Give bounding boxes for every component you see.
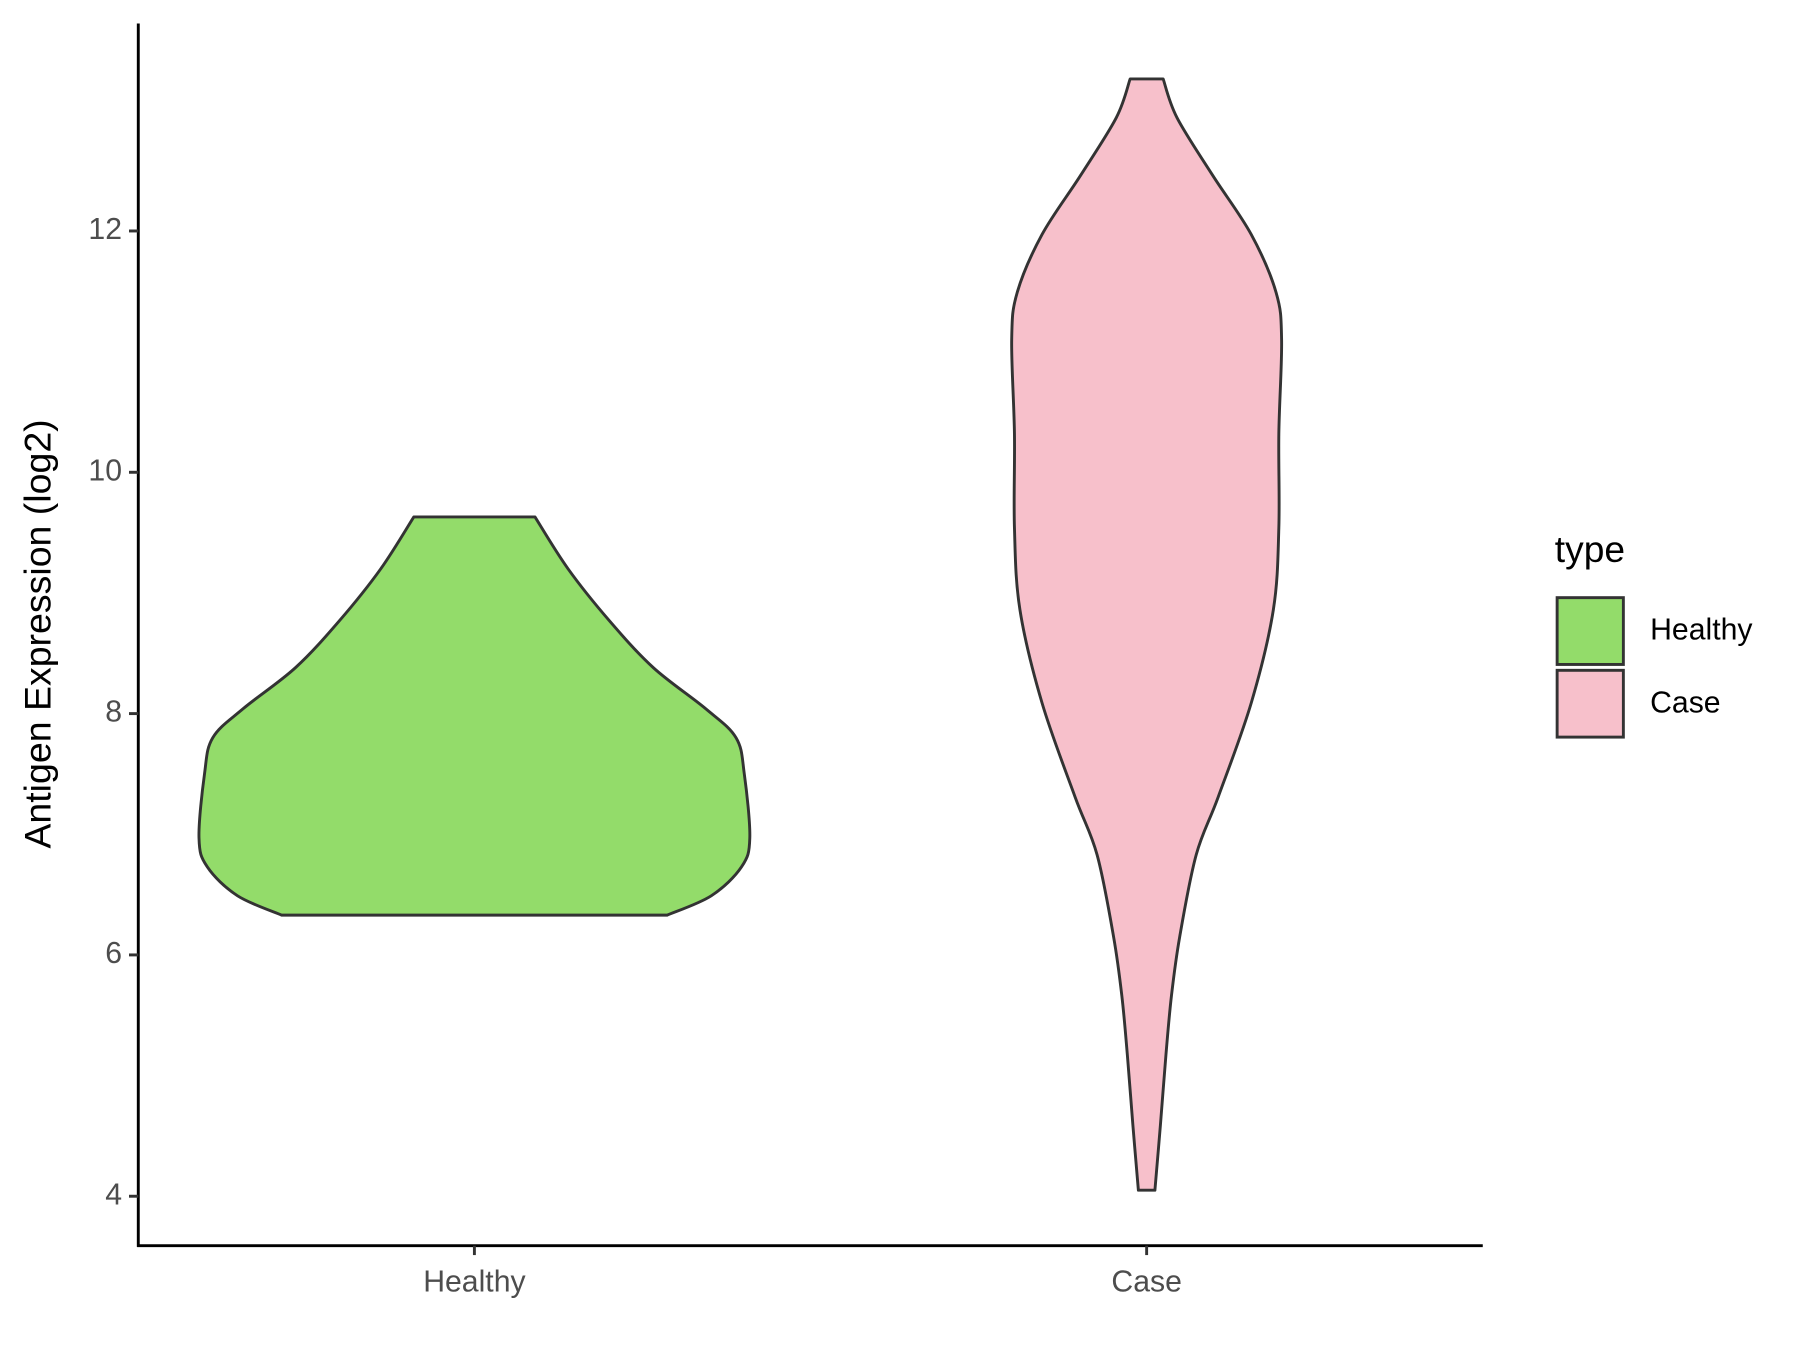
legend-key — [1555, 668, 1625, 739]
y-tick-label: 10 — [88, 454, 122, 487]
y-tick-label: 6 — [105, 937, 122, 970]
legend-label: Case — [1650, 686, 1721, 719]
y-tick-label: 12 — [88, 213, 122, 246]
violin — [197, 515, 752, 917]
x-tick-label: Healthy — [423, 1265, 526, 1298]
x-tick-label: Case — [1111, 1265, 1182, 1298]
y-axis-label: Antigen Expression (log2) — [17, 419, 59, 848]
legend-key — [1555, 596, 1625, 666]
legend-title: type — [1555, 528, 1625, 570]
y-tick-label: 4 — [105, 1178, 122, 1211]
y-tick-label: 8 — [105, 696, 122, 729]
legend-label: Healthy — [1650, 614, 1753, 647]
violin — [1010, 77, 1284, 1192]
